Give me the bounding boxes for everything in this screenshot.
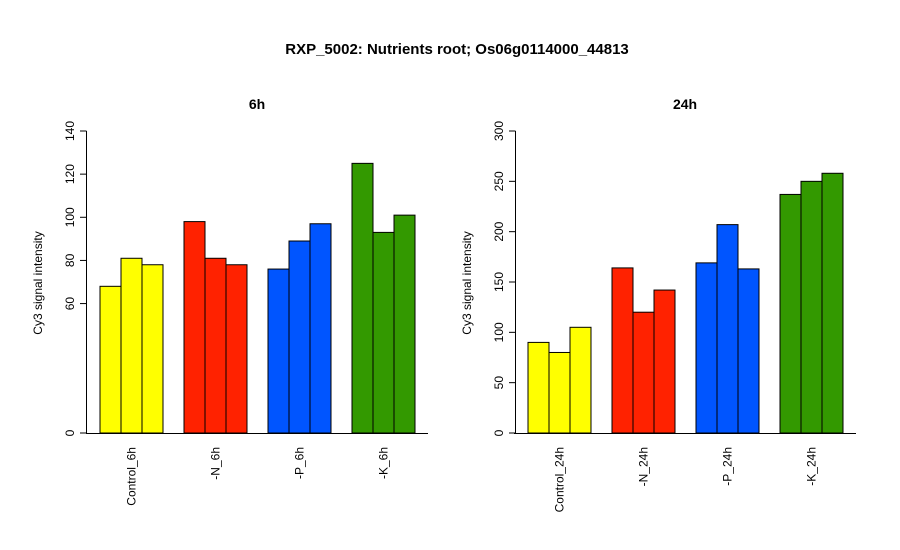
panel-title: 6h [249, 96, 265, 112]
bar [570, 327, 591, 433]
bar [310, 224, 331, 433]
y-tick-label: 60 [63, 297, 77, 311]
y-tick-label: 250 [492, 171, 506, 191]
chart-panel-6h: 6h Cy3 signal intensity 0 60 80 100 120 140 Co… [31, 96, 428, 506]
bar [373, 232, 394, 433]
bar [394, 215, 415, 433]
y-tick-label: 120 [63, 164, 77, 184]
x-tick-label: -P_24h [721, 447, 735, 486]
bar [100, 286, 121, 433]
bar [654, 290, 675, 433]
bar [549, 352, 570, 433]
x-tick-label: -P_6h [293, 447, 307, 479]
x-tick-label: -K_24h [805, 447, 819, 486]
bar [184, 222, 205, 433]
bar [226, 265, 247, 433]
bar [121, 258, 142, 433]
figure: RXP_5002: Nutrients root; Os06g0114000_4… [0, 0, 900, 550]
bar [142, 265, 163, 433]
y-tick-label: 80 [63, 253, 77, 267]
bar [633, 312, 654, 433]
bar [780, 194, 801, 433]
bar [696, 263, 717, 433]
y-tick-label: 100 [63, 207, 77, 227]
y-tick-label: 300 [492, 121, 506, 141]
y-tick-label: 0 [63, 429, 77, 436]
chart-panel-24h: 24h Cy3 signal intensity 0 50 100 150 200 250… [460, 96, 856, 512]
bar [205, 258, 226, 433]
y-tick-label: 100 [492, 322, 506, 342]
x-tick-label: Control_24h [553, 447, 567, 512]
y-tick-label: 140 [63, 121, 77, 141]
x-tick-label: Control_6h [125, 447, 139, 506]
panel-title: 24h [673, 96, 697, 112]
bar [612, 268, 633, 433]
bar [801, 181, 822, 433]
bar [528, 342, 549, 433]
bar [268, 269, 289, 433]
figure-title: RXP_5002: Nutrients root; Os06g0114000_4… [285, 41, 629, 58]
y-axis-label: Cy3 signal intensity [31, 231, 45, 334]
y-tick-label: 0 [492, 429, 506, 436]
x-tick-label: -N_6h [209, 447, 223, 480]
bar [822, 173, 843, 433]
y-tick-label: 50 [492, 376, 506, 390]
y-tick-label: 150 [492, 272, 506, 292]
bar [352, 163, 373, 433]
bar [289, 241, 310, 433]
bar [738, 269, 759, 433]
y-tick-label: 200 [492, 221, 506, 241]
y-axis-label: Cy3 signal intensity [460, 231, 474, 334]
x-tick-label: -K_6h [377, 447, 391, 479]
bar [717, 225, 738, 433]
x-tick-label: -N_24h [637, 447, 651, 486]
